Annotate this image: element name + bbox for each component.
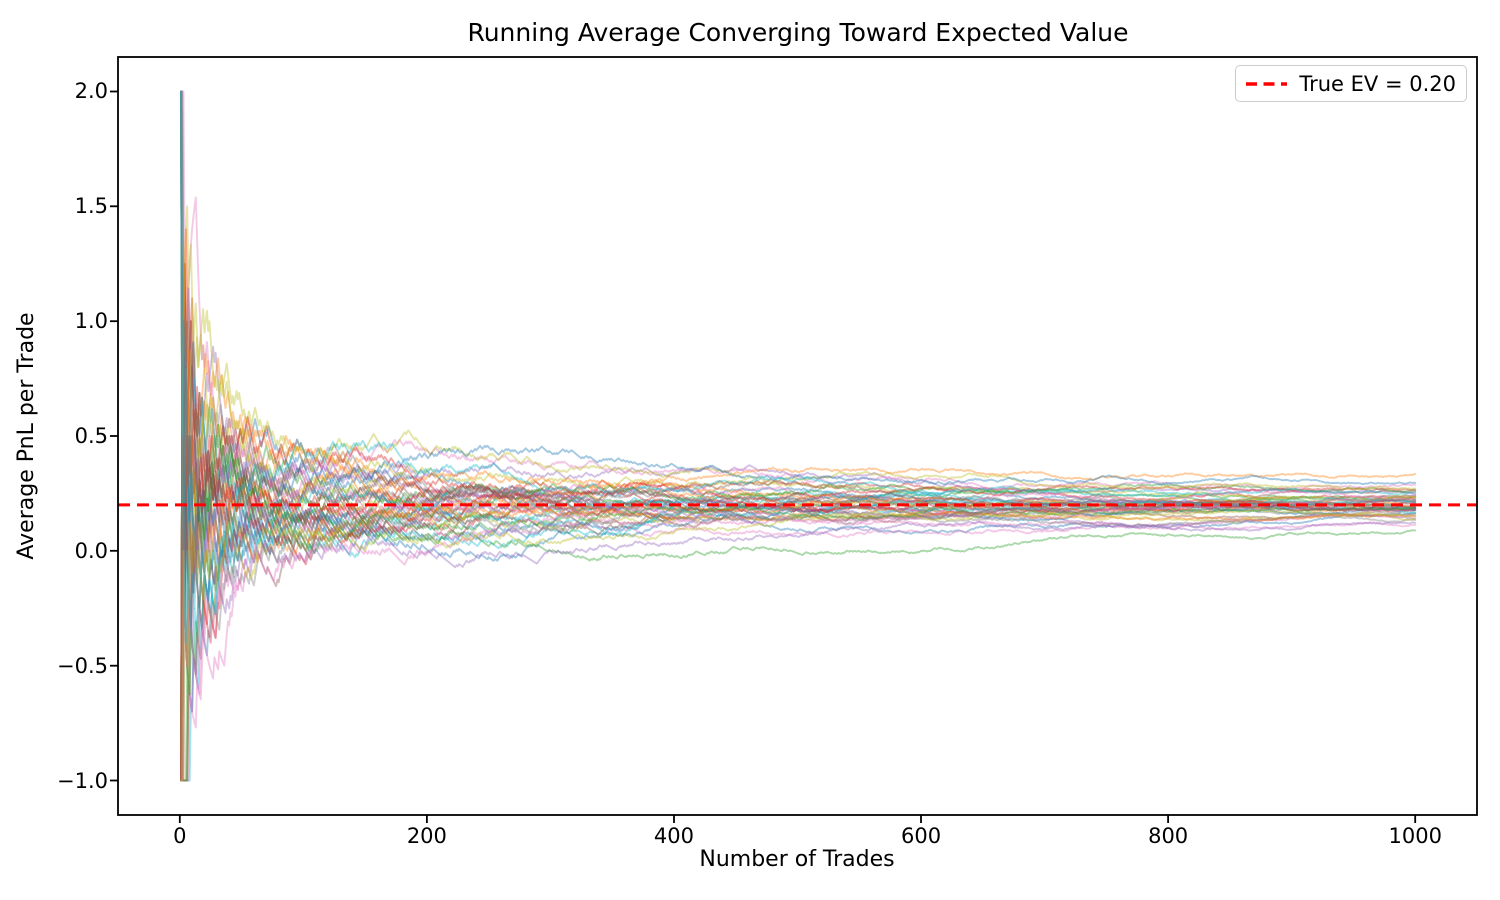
series-line bbox=[180, 90, 1417, 676]
series-line bbox=[180, 366, 1417, 782]
legend-dashed-line-icon bbox=[1246, 81, 1288, 86]
series-line bbox=[180, 435, 1417, 782]
series-line bbox=[180, 262, 1417, 782]
series-line bbox=[180, 333, 1417, 782]
series-line bbox=[180, 435, 1417, 782]
series-line bbox=[180, 385, 1417, 782]
series-line bbox=[180, 287, 1417, 782]
series-line bbox=[180, 320, 1417, 782]
series-line bbox=[180, 90, 1417, 552]
y-tick-label: −0.5 bbox=[57, 653, 108, 678]
series-line bbox=[180, 320, 1417, 782]
y-tick-label: 1.0 bbox=[74, 309, 108, 334]
y-tick-label: 0.5 bbox=[74, 424, 108, 448]
y-tick-label: 2.0 bbox=[74, 79, 108, 104]
series-line bbox=[180, 90, 1417, 657]
series-line bbox=[180, 90, 1417, 610]
series-line bbox=[180, 497, 1417, 782]
series-line bbox=[180, 90, 1417, 644]
series-line bbox=[180, 320, 1417, 782]
series-line bbox=[180, 435, 1417, 782]
series-line bbox=[180, 458, 1417, 782]
series-line bbox=[180, 451, 1417, 782]
series-line bbox=[180, 90, 1417, 506]
x-tick-label: 0 bbox=[173, 824, 187, 848]
x-axis-label: Number of Trades bbox=[699, 847, 895, 872]
series-line bbox=[180, 506, 1417, 782]
chart-title: Running Average Converging Toward Expect… bbox=[467, 18, 1129, 47]
series-line bbox=[180, 90, 1417, 561]
series-line bbox=[180, 374, 1417, 782]
series-line bbox=[180, 297, 1417, 782]
series-line bbox=[180, 416, 1417, 782]
y-tick-label: 0.0 bbox=[74, 538, 108, 563]
series-line bbox=[180, 435, 1417, 782]
y-tick-label: 1.5 bbox=[74, 194, 108, 219]
x-tick-label: 200 bbox=[406, 824, 447, 848]
series-line bbox=[180, 320, 1417, 782]
series-line bbox=[180, 514, 1417, 782]
series-line bbox=[180, 262, 1417, 782]
series-line bbox=[180, 320, 1417, 782]
series-line bbox=[180, 90, 1417, 491]
x-tick-label: 600 bbox=[900, 824, 942, 848]
legend-label: True EV = 0.20 bbox=[1299, 71, 1456, 96]
axes-frame bbox=[117, 56, 1478, 816]
series-line bbox=[180, 228, 1417, 782]
series-line bbox=[180, 90, 1417, 524]
series-line bbox=[180, 422, 1417, 782]
series-line bbox=[180, 500, 1417, 782]
series-line bbox=[180, 435, 1417, 782]
series-line bbox=[180, 90, 1417, 602]
series-line bbox=[180, 366, 1417, 782]
series-line bbox=[180, 90, 1417, 531]
series-line bbox=[180, 403, 1417, 782]
series-line bbox=[180, 262, 1417, 782]
x-tick-label: 400 bbox=[653, 824, 694, 848]
series-line bbox=[180, 90, 1417, 684]
series-line bbox=[180, 508, 1417, 782]
series-line bbox=[180, 489, 1417, 782]
legend: True EV = 0.20 bbox=[1235, 65, 1467, 102]
x-tick-label: 800 bbox=[1148, 824, 1189, 848]
x-tick-label: 1000 bbox=[1388, 824, 1442, 848]
y-tick-label: −1.0 bbox=[57, 768, 108, 793]
